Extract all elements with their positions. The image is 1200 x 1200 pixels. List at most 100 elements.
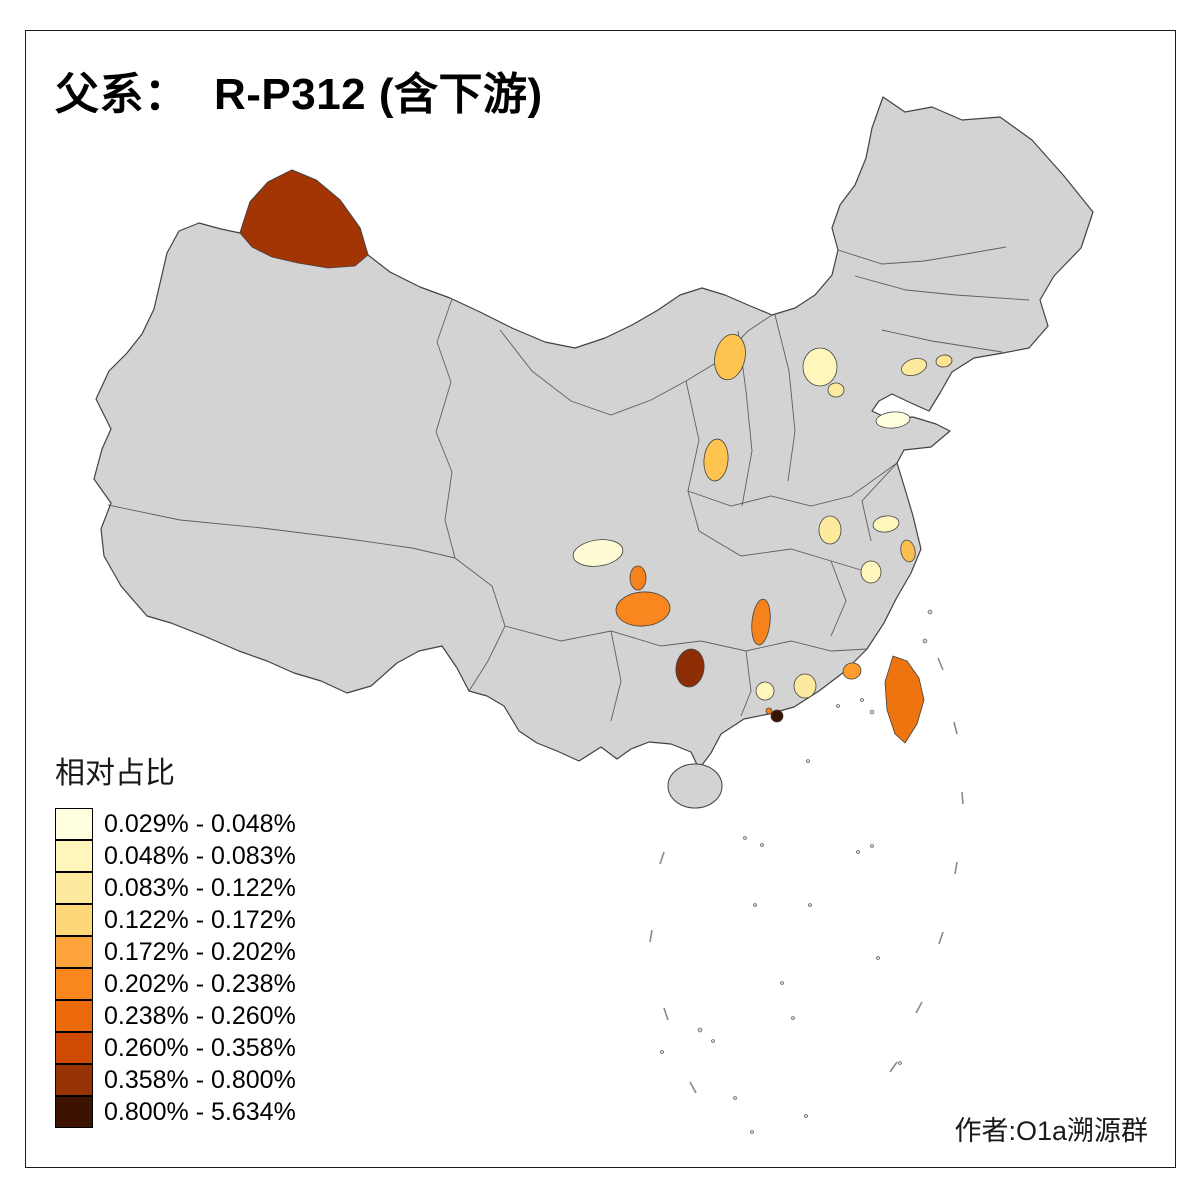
small-island [750, 1130, 754, 1134]
legend-label: 0.029% - 0.048% [104, 809, 296, 838]
boundary-dash [938, 931, 944, 945]
legend-row: 0.358% - 0.800% [55, 1064, 296, 1096]
colored-region [770, 709, 784, 723]
colored-region [675, 648, 705, 688]
colored-region [875, 411, 911, 429]
colored-region [572, 539, 624, 567]
colored-region [884, 655, 925, 744]
legend-swatch [55, 1064, 93, 1096]
legend-label: 0.202% - 0.238% [104, 969, 296, 998]
legend-swatch [55, 968, 93, 1000]
small-island [743, 836, 747, 840]
colored-region [827, 382, 845, 398]
legend-swatch [55, 872, 93, 904]
legend-label: 0.083% - 0.122% [104, 873, 296, 902]
page-title: 父系： R-P312 (含下游) [55, 70, 543, 119]
legend-label: 0.048% - 0.083% [104, 841, 296, 870]
legend-row: 0.048% - 0.083% [55, 840, 296, 872]
province-border [740, 650, 752, 717]
colored-region [714, 333, 746, 381]
boundary-dash [937, 657, 944, 671]
province-border [687, 462, 898, 507]
province-border [610, 630, 622, 722]
legend-swatch [55, 1000, 93, 1032]
colored-region [802, 347, 838, 387]
small-island [856, 850, 860, 854]
legend-label: 0.122% - 0.172% [104, 905, 296, 934]
colored-region [703, 438, 729, 482]
province-border [499, 329, 687, 416]
colored-region [818, 515, 842, 545]
legend-title: 相对占比 [55, 757, 175, 790]
legend-swatch [55, 1096, 93, 1128]
small-island [791, 1016, 795, 1020]
small-island [836, 704, 840, 708]
small-island [870, 844, 874, 848]
province-border [861, 462, 898, 542]
small-island [733, 1096, 737, 1100]
province-border [774, 314, 796, 482]
province-border [685, 380, 700, 532]
author-credit: 作者:O1a溯源群 [954, 1116, 1148, 1146]
colored-region [872, 515, 900, 533]
legend-row: 0.238% - 0.260% [55, 1000, 296, 1032]
legend-row: 0.260% - 0.358% [55, 1032, 296, 1064]
legend-row: 0.122% - 0.172% [55, 904, 296, 936]
small-island [860, 698, 864, 702]
legend-row: 0.172% - 0.202% [55, 936, 296, 968]
colored-region [615, 591, 671, 627]
province-border [504, 625, 868, 652]
small-island [808, 903, 812, 907]
small-island [780, 981, 784, 985]
small-island [804, 1114, 808, 1118]
colored-region [765, 707, 773, 715]
legend-row: 0.083% - 0.122% [55, 872, 296, 904]
small-island [760, 843, 764, 847]
legend-row: 0.800% - 5.634% [55, 1096, 296, 1128]
boundary-dash [954, 861, 958, 875]
colored-region [239, 169, 369, 269]
small-island [898, 1061, 902, 1065]
colored-region [900, 539, 916, 563]
legend-swatch [55, 840, 93, 872]
boundary-dash [649, 929, 653, 943]
legend-row: 0.202% - 0.238% [55, 968, 296, 1000]
small-island [753, 903, 757, 907]
legend-label: 0.172% - 0.202% [104, 937, 296, 966]
colored-region [755, 681, 775, 701]
legend-row: 0.029% - 0.048% [55, 808, 296, 840]
boundary-dash [689, 1081, 697, 1094]
colored-region [860, 560, 882, 584]
legend-swatch [55, 808, 93, 840]
legend-label: 0.358% - 0.800% [104, 1065, 296, 1094]
province-border [830, 560, 847, 637]
china-outline [93, 96, 1094, 770]
colored-region [842, 662, 862, 680]
province-border [107, 504, 456, 559]
legend-swatch [55, 1032, 93, 1064]
small-island [922, 638, 928, 644]
boundary-dash [961, 791, 964, 805]
legend-label: 0.238% - 0.260% [104, 1001, 296, 1030]
small-island [697, 1027, 703, 1033]
legend-swatch [55, 936, 93, 968]
boundary-dash [953, 721, 958, 735]
small-island [869, 709, 875, 715]
legend: 相对占比 0.029% - 0.048% 0.048% - 0.083% 0.083… [55, 748, 296, 1128]
boundary-dash [915, 1001, 923, 1014]
legend-label: 0.260% - 0.358% [104, 1033, 296, 1062]
small-island [927, 609, 933, 615]
province-border [854, 275, 1030, 301]
boundary-dash [663, 1007, 669, 1021]
small-island [711, 1039, 715, 1043]
legend-swatch [55, 904, 93, 936]
boundary-dash [889, 1061, 898, 1073]
province-border [837, 246, 1007, 265]
colored-region [793, 673, 817, 699]
province-border [435, 298, 456, 559]
small-island [806, 759, 810, 763]
small-island [660, 1050, 664, 1054]
legend-rows: 0.029% - 0.048% 0.048% - 0.083% 0.083% - 0… [55, 808, 296, 1128]
colored-region [935, 354, 953, 368]
